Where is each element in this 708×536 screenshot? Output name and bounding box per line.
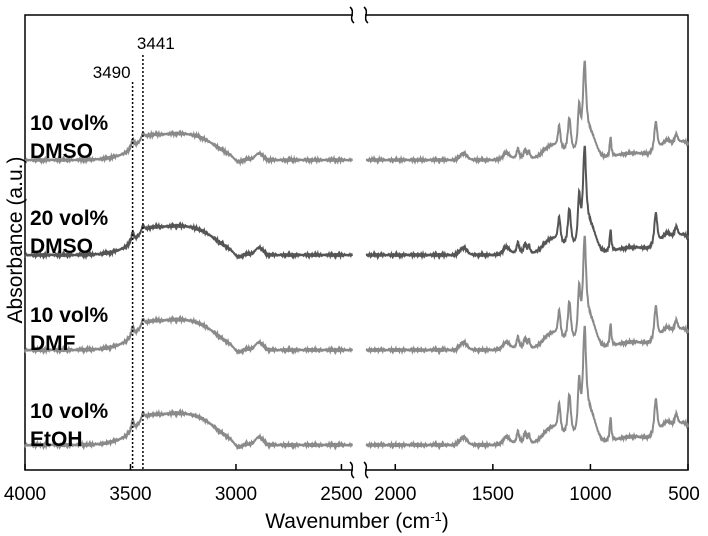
- series-line-2-seg-2: [365, 145, 689, 261]
- series-group: [24, 60, 689, 451]
- series-label-line2: DMSO: [30, 140, 93, 163]
- peak-marker-group: 3490 3441: [93, 34, 175, 470]
- series-line-2-seg-1: [24, 221, 353, 261]
- x-tick-label: 2500: [320, 484, 362, 505]
- series-line-1-seg-1: [24, 129, 353, 167]
- axis-break-mark: [349, 461, 355, 479]
- x-tick-group: 4000 3500 3000 2500 2000 1500 1000 500: [4, 464, 700, 505]
- series-label-line1: 10 vol%: [30, 304, 109, 327]
- series-label-line1: 10 vol%: [30, 400, 109, 423]
- y-axis-title: Absorbance (a.u.): [4, 157, 27, 324]
- x-tick-label: 3000: [215, 484, 257, 505]
- x-axis-title-sup: -1: [430, 509, 442, 524]
- series-label-line2: DMF: [30, 332, 76, 355]
- series-label-line1: 10 vol%: [30, 112, 109, 135]
- series-line-1-seg-2: [365, 60, 689, 166]
- axis-break-mark: [349, 6, 355, 24]
- series-label-line2: DMSO: [30, 235, 93, 258]
- x-tick-label: 1000: [569, 484, 611, 505]
- series-label-line1: 20 vol%: [30, 207, 109, 230]
- series-line-3-seg-1: [24, 314, 353, 356]
- series-line-4-seg-1: [24, 407, 353, 451]
- axis-break-mark: [363, 6, 369, 24]
- series-line-4-seg-2: [365, 325, 689, 451]
- series-label-line2: EtOH: [30, 428, 83, 451]
- x-tick-label: 1500: [472, 484, 514, 505]
- x-tick-label: 4000: [4, 484, 46, 505]
- axis-break-mark: [363, 461, 369, 479]
- axis-break-gap-top: [353, 9, 365, 23]
- peak-marker-label: 3441: [137, 34, 175, 53]
- axis-break-gap-bottom: [353, 462, 365, 476]
- x-tick-label: 3500: [109, 484, 151, 505]
- x-tick-label: 2000: [374, 484, 416, 505]
- series-line-3-seg-2: [365, 235, 689, 356]
- x-axis-title: Wavenumber (cm-1): [265, 509, 449, 534]
- series-label-group: 10 vol% DMSO 20 vol% DMSO 10 vol% DMF 10 vol% E…: [30, 112, 109, 451]
- peak-marker-label: 3490: [93, 63, 131, 82]
- axis-break: [349, 6, 369, 479]
- x-tick-label: 500: [668, 484, 700, 505]
